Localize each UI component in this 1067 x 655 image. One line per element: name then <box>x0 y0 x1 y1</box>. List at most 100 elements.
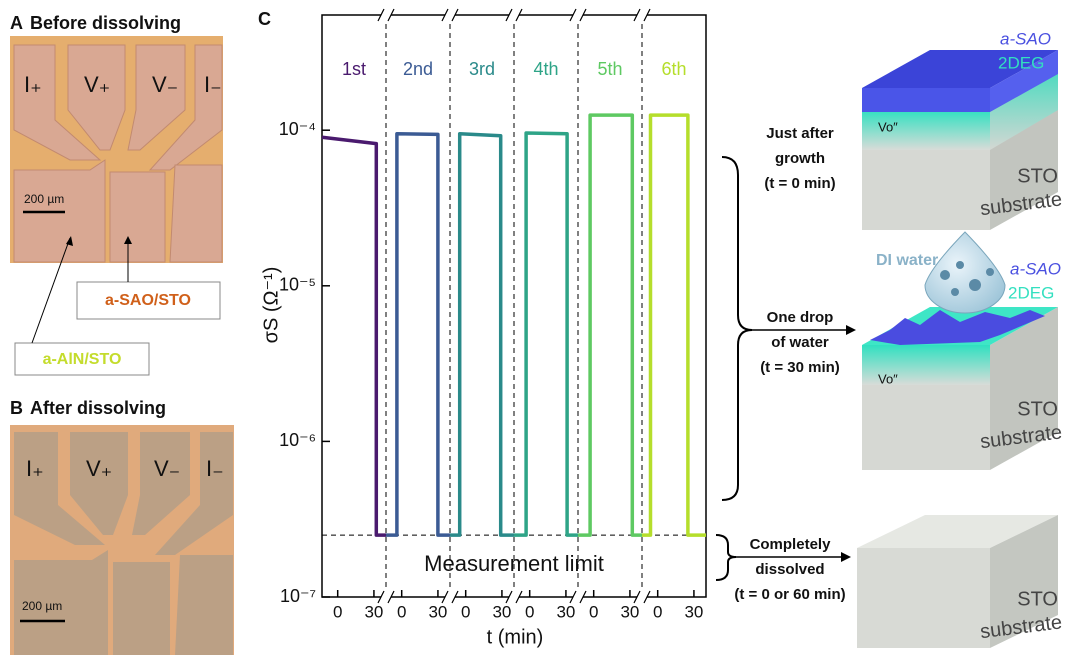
caption: Just after <box>766 125 834 142</box>
x-tick-label: 0 <box>653 602 662 621</box>
x-tick-label: 0 <box>333 602 342 621</box>
panel-label: B <box>10 398 23 418</box>
scale-bar-label: 200 µm <box>22 599 62 613</box>
2deg-layer <box>862 345 990 385</box>
axis-break <box>377 590 395 604</box>
y-tick-label: 10⁻⁴ <box>279 119 316 139</box>
axis-break <box>633 8 651 22</box>
break-gap <box>509 9 519 21</box>
brace <box>721 156 753 501</box>
panel-title: After dissolving <box>30 398 166 418</box>
panel-label: C <box>258 9 271 29</box>
x-tick-label: 0 <box>461 602 470 621</box>
layer-label: 2DEG <box>998 53 1044 72</box>
break-gap <box>509 591 519 603</box>
electrode-label: V₋ <box>152 72 178 97</box>
water-label: DI water <box>876 252 938 269</box>
caption: dissolved <box>755 561 824 578</box>
layer-label: STO <box>1017 588 1058 610</box>
layer-label: Vo″ <box>878 119 898 134</box>
axis-break <box>569 8 587 22</box>
callout: a-AlN/STO <box>43 351 122 368</box>
series-label: 2nd <box>403 59 433 79</box>
arrowhead <box>841 552 851 562</box>
callout-box <box>76 281 221 320</box>
electrode-label: V₊ <box>84 72 110 97</box>
sao-layer <box>862 88 990 112</box>
series-line <box>642 113 706 537</box>
panel-label: A <box>10 13 23 33</box>
arrow <box>31 237 71 344</box>
caption: One drop <box>767 309 834 326</box>
axis-break <box>441 8 459 22</box>
caption: (t = 0 or 60 min) <box>734 586 845 603</box>
axis-break <box>505 590 523 604</box>
caption: growth <box>775 150 825 167</box>
electrode-label: I₋ <box>206 456 224 481</box>
scale-bar-label: 200 µm <box>24 192 64 206</box>
callout: a-SAO/STO <box>105 292 191 309</box>
y-tick-label: 10⁻⁵ <box>279 275 316 295</box>
x-tick-label: 30 <box>428 602 447 621</box>
axis-break <box>441 590 459 604</box>
schematic: Just after growth (t = 0 min) a-SAO 2DEG… <box>715 29 1063 648</box>
arrowhead <box>124 236 132 244</box>
electrode-label: I₊ <box>24 72 42 97</box>
axis-break <box>505 8 523 22</box>
series-label: 3rd <box>469 59 495 79</box>
x-tick-label: 0 <box>525 602 534 621</box>
electrode-label: I₊ <box>26 456 44 481</box>
sao-residue <box>870 310 1045 345</box>
layer-label: a-SAO <box>1000 29 1051 48</box>
break-gap <box>445 9 455 21</box>
2deg-layer <box>862 110 990 150</box>
layer-label: STO <box>1017 398 1058 420</box>
x-tick-label: 0 <box>589 602 598 621</box>
y-axis-label: σS (Ω⁻¹) <box>260 267 282 344</box>
break-gap <box>381 591 391 603</box>
x-tick-label: 30 <box>684 602 703 621</box>
axis-break <box>569 590 587 604</box>
series-label: 4th <box>533 59 558 79</box>
callout-box <box>14 342 150 376</box>
layer-label: a-SAO <box>1010 259 1061 278</box>
y-tick-label: 10⁻⁷ <box>280 586 316 606</box>
arrowhead <box>66 236 73 246</box>
x-tick-label: 30 <box>492 602 511 621</box>
layer-label: STO <box>1017 165 1058 187</box>
arrowhead <box>846 325 856 335</box>
break-gap <box>573 591 583 603</box>
caption: Completely <box>750 536 832 553</box>
series-line <box>386 131 450 537</box>
y-tick-label: 10⁻⁶ <box>279 430 316 450</box>
sao-side <box>990 50 1058 112</box>
chart: C t (min) σS (Ω⁻¹) 10⁻⁷ 10⁻⁶ 10⁻⁵ 10⁻⁴ Measu… <box>258 8 707 648</box>
brace <box>715 534 737 581</box>
caption: (t = 30 min) <box>760 359 840 376</box>
break-gap <box>445 591 455 603</box>
axis-break <box>377 8 395 22</box>
x-axis-label: t (min) <box>487 626 544 648</box>
electrode-label: V₋ <box>154 456 180 481</box>
series-line <box>514 131 578 537</box>
series-label: 5th <box>597 59 622 79</box>
particles <box>940 261 994 296</box>
x-tick-label: 30 <box>556 602 575 621</box>
block-front <box>857 548 990 648</box>
block-side <box>990 515 1058 648</box>
2deg-layer <box>990 72 1058 150</box>
water-drop <box>924 231 1006 314</box>
pads <box>13 44 223 263</box>
series-label: 6th <box>661 59 686 79</box>
pads <box>14 432 233 655</box>
x-tick-label: 0 <box>397 602 406 621</box>
axis-break <box>633 590 651 604</box>
caption: of water <box>771 334 829 351</box>
series-label: 1st <box>342 59 366 79</box>
electrode-label: V₊ <box>86 456 112 481</box>
block-side <box>990 307 1058 470</box>
panel-title: Before dissolving <box>30 13 181 33</box>
series-line <box>450 131 514 537</box>
electrode-label: I₋ <box>204 72 222 97</box>
